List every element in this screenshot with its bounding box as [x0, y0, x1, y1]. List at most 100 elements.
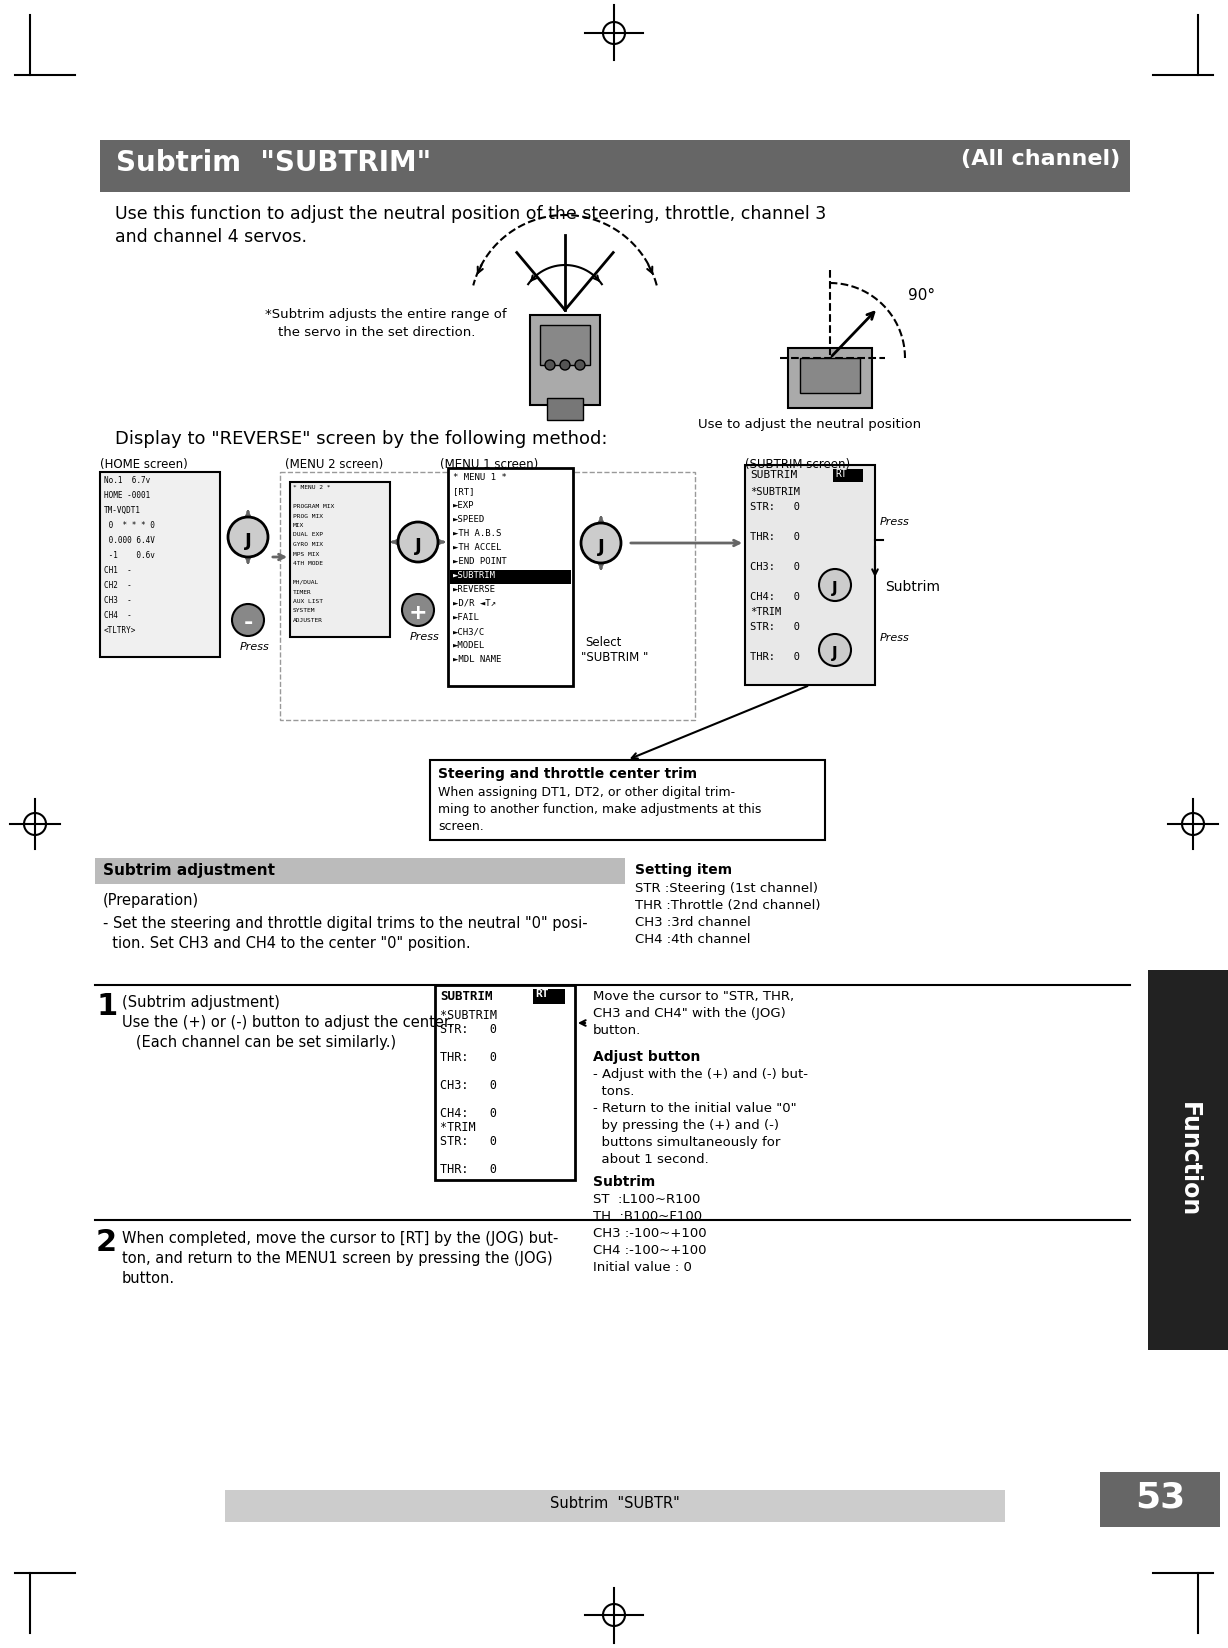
- Text: Steering and throttle center trim: Steering and throttle center trim: [438, 766, 698, 781]
- Text: No.1  6.7v: No.1 6.7v: [104, 476, 150, 485]
- Text: THR :Throttle (2nd channel): THR :Throttle (2nd channel): [635, 900, 820, 911]
- Bar: [533, 989, 565, 1004]
- Text: CH3 and CH4" with the (JOG): CH3 and CH4" with the (JOG): [593, 1007, 786, 1020]
- Text: 53: 53: [1135, 1480, 1185, 1515]
- Text: and channel 4 servos.: and channel 4 servos.: [115, 227, 307, 246]
- Text: TH  :B100~F100: TH :B100~F100: [593, 1210, 702, 1223]
- Text: * MENU 2 *: * MENU 2 *: [293, 485, 330, 489]
- Text: Subtrim: Subtrim: [593, 1175, 656, 1188]
- Text: (SUBTRIM screen): (SUBTRIM screen): [745, 458, 850, 471]
- Circle shape: [398, 522, 438, 562]
- Text: ming to another function, make adjustments at this: ming to another function, make adjustmen…: [438, 803, 761, 816]
- Text: ►END POINT: ►END POINT: [453, 557, 507, 565]
- Text: RT: RT: [535, 989, 549, 999]
- Text: button.: button.: [593, 1023, 641, 1037]
- Text: When assigning DT1, DT2, or other digital trim-: When assigning DT1, DT2, or other digita…: [438, 786, 736, 799]
- Text: STR :Steering (1st channel): STR :Steering (1st channel): [635, 882, 818, 895]
- Text: CH2  -: CH2 -: [104, 582, 131, 590]
- Text: CH3:   0: CH3: 0: [440, 1079, 497, 1093]
- Bar: [799, 358, 860, 392]
- Text: Subtrim adjustment: Subtrim adjustment: [103, 864, 275, 878]
- Bar: [430, 760, 825, 840]
- Text: about 1 second.: about 1 second.: [593, 1154, 709, 1167]
- Text: DUAL EXP: DUAL EXP: [293, 532, 323, 537]
- Text: 0  * * * 0: 0 * * * 0: [104, 521, 155, 531]
- Circle shape: [819, 634, 851, 666]
- Text: THR:   0: THR: 0: [440, 1163, 497, 1177]
- Bar: [546, 399, 583, 420]
- Bar: [290, 481, 391, 638]
- Text: 1: 1: [96, 992, 117, 1022]
- Text: THR:   0: THR: 0: [750, 532, 799, 542]
- Text: ►CH3/C: ►CH3/C: [453, 626, 485, 636]
- Text: Setting item: Setting item: [635, 864, 732, 877]
- Text: button.: button.: [122, 1271, 176, 1285]
- Text: Use this function to adjust the neutral position of the steering, throttle, chan: Use this function to adjust the neutral …: [115, 204, 826, 222]
- Text: - Return to the initial value "0": - Return to the initial value "0": [593, 1103, 797, 1116]
- Circle shape: [581, 522, 621, 564]
- Circle shape: [819, 569, 851, 602]
- Text: *SUBTRIM: *SUBTRIM: [440, 1009, 497, 1022]
- Text: 2: 2: [96, 1228, 117, 1257]
- Text: CH3  -: CH3 -: [104, 597, 131, 605]
- Text: *SUBTRIM: *SUBTRIM: [750, 488, 799, 498]
- Bar: [540, 325, 589, 364]
- Text: ►SPEED: ►SPEED: [453, 516, 485, 524]
- Text: [RT]: [RT]: [453, 488, 474, 496]
- Text: Subtrim  "SUBTRIM": Subtrim "SUBTRIM": [115, 148, 431, 176]
- Text: CH3 :-100~+100: CH3 :-100~+100: [593, 1228, 706, 1239]
- Text: J: J: [415, 537, 421, 555]
- Text: J: J: [244, 532, 252, 550]
- Text: ►MODEL: ►MODEL: [453, 641, 485, 649]
- Text: Initial value : 0: Initial value : 0: [593, 1261, 691, 1274]
- Text: CH4:   0: CH4: 0: [750, 592, 799, 602]
- Text: Use to adjust the neutral position: Use to adjust the neutral position: [698, 419, 921, 432]
- Text: When completed, move the cursor to [RT] by the (JOG) but-: When completed, move the cursor to [RT] …: [122, 1231, 559, 1246]
- Text: STR:   0: STR: 0: [750, 503, 799, 513]
- Text: Adjust button: Adjust button: [593, 1050, 700, 1065]
- Text: screen.: screen.: [438, 821, 484, 832]
- Circle shape: [560, 359, 570, 371]
- Text: Function: Function: [1176, 1103, 1201, 1218]
- Bar: [449, 570, 571, 583]
- Text: ►FAIL: ►FAIL: [453, 613, 480, 621]
- Text: the servo in the set direction.: the servo in the set direction.: [278, 326, 475, 339]
- Text: CH4:   0: CH4: 0: [440, 1107, 497, 1121]
- Text: Subtrim: Subtrim: [885, 580, 939, 593]
- Text: CH3 :3rd channel: CH3 :3rd channel: [635, 916, 750, 929]
- Text: ►MDL NAME: ►MDL NAME: [453, 654, 501, 664]
- Text: Use the (+) or (-) button to adjust the center.: Use the (+) or (-) button to adjust the …: [122, 1015, 453, 1030]
- Text: Display to "REVERSE" screen by the following method:: Display to "REVERSE" screen by the follo…: [115, 430, 608, 448]
- Text: ST  :L100~R100: ST :L100~R100: [593, 1193, 700, 1206]
- Text: Subtrim  "SUBTR": Subtrim "SUBTR": [550, 1496, 680, 1511]
- Text: CH4 :4th channel: CH4 :4th channel: [635, 933, 750, 946]
- Text: ►TH ACCEL: ►TH ACCEL: [453, 542, 501, 552]
- Text: "SUBTRIM ": "SUBTRIM ": [581, 651, 648, 664]
- Circle shape: [402, 593, 433, 626]
- Text: CH1  -: CH1 -: [104, 565, 131, 575]
- Text: CH4 :-100~+100: CH4 :-100~+100: [593, 1244, 706, 1257]
- Text: SUBTRIM: SUBTRIM: [750, 470, 797, 480]
- Text: ton, and return to the MENU1 screen by pressing the (JOG): ton, and return to the MENU1 screen by p…: [122, 1251, 553, 1266]
- Text: J: J: [833, 646, 837, 661]
- Text: PROG MIX: PROG MIX: [293, 514, 323, 519]
- Text: (Subtrim adjustment): (Subtrim adjustment): [122, 995, 280, 1010]
- Text: THR:   0: THR: 0: [440, 1051, 497, 1065]
- Bar: [435, 986, 575, 1180]
- Text: TIMER: TIMER: [293, 590, 312, 595]
- Text: SUBTRIM: SUBTRIM: [440, 990, 492, 1004]
- Circle shape: [575, 359, 585, 371]
- Circle shape: [545, 359, 555, 371]
- Text: ►EXP: ►EXP: [453, 501, 474, 509]
- Text: (MENU 1 screen): (MENU 1 screen): [440, 458, 538, 471]
- Text: tons.: tons.: [593, 1084, 635, 1098]
- Text: (HOME screen): (HOME screen): [99, 458, 188, 471]
- Text: *TRIM: *TRIM: [750, 606, 781, 616]
- Text: +: +: [409, 603, 427, 623]
- Text: buttons simultaneously for: buttons simultaneously for: [593, 1135, 780, 1149]
- Bar: [95, 859, 625, 883]
- Bar: [448, 468, 573, 686]
- Bar: [833, 470, 863, 481]
- Bar: [99, 471, 220, 658]
- Text: -: -: [243, 613, 253, 633]
